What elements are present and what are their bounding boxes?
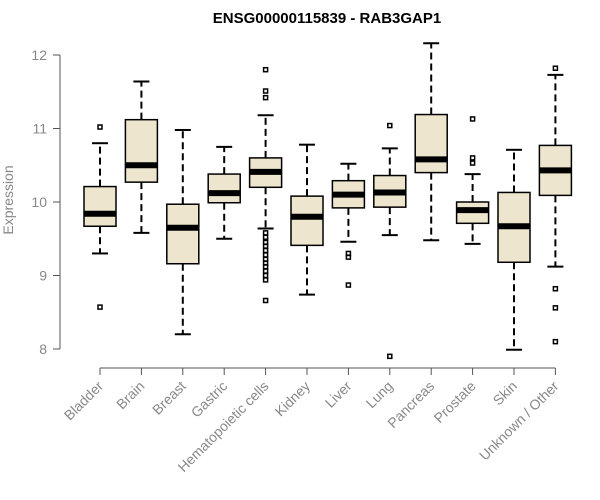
outlier-point [262, 297, 269, 304]
box-iqr [414, 113, 448, 174]
outlier-point [262, 243, 269, 249]
outlier-point [262, 94, 269, 101]
box-iqr [83, 185, 117, 228]
x-tick-label: Kidney [272, 378, 314, 420]
outlier-point [262, 277, 269, 283]
y-tick-label: 11 [32, 121, 47, 137]
chart-title: ENSG00000115839 - RAB3GAP1 [213, 10, 441, 27]
outlier-point [262, 252, 269, 258]
box-group [455, 116, 490, 245]
outlier-point [262, 230, 269, 236]
x-tick-label: Brain [113, 378, 147, 412]
outlier-point [262, 268, 269, 274]
x-tick-label: Liver [322, 378, 355, 411]
outlier-point [469, 116, 476, 122]
x-tick-label: Prostate [431, 378, 479, 426]
box-iqr [166, 203, 200, 265]
box-group [497, 148, 531, 351]
outlier-point [97, 124, 103, 130]
outlier-point [345, 254, 352, 260]
y-tick-label: 10 [31, 194, 47, 210]
box-group [207, 145, 241, 240]
outlier-point [469, 160, 476, 166]
box-group [290, 143, 324, 296]
outlier-point [469, 155, 476, 161]
outlier-point [262, 272, 269, 279]
box-iqr [290, 195, 324, 247]
y-axis: 8 9 10 11 12 [31, 47, 61, 357]
x-tick-label: Skin [490, 378, 521, 409]
outlier-point [552, 65, 559, 71]
outlier-point [552, 285, 559, 292]
y-tick-label: 12 [31, 47, 47, 63]
outlier-point [97, 304, 103, 310]
x-tick-label: Lung [363, 378, 396, 411]
box-group [248, 66, 283, 304]
box-group [331, 162, 366, 288]
box-iqr [124, 118, 159, 183]
y-tick-label: 9 [39, 268, 47, 284]
y-axis-label: Expression [0, 165, 16, 234]
x-tick-label: Unknown / Other [476, 378, 562, 464]
outlier-point [387, 353, 393, 360]
box-group [373, 122, 407, 360]
outlier-point [552, 305, 559, 311]
outlier-point [262, 234, 269, 241]
outlier-point [552, 338, 559, 345]
outlier-point [387, 122, 393, 129]
box-group [414, 42, 448, 242]
box-group [166, 128, 200, 336]
plot-area [83, 42, 573, 360]
outlier-point [345, 282, 352, 288]
box-group [538, 65, 573, 345]
outlier-point [262, 263, 269, 270]
x-tick-label: Breast [149, 378, 189, 418]
y-tick-label: 8 [39, 341, 47, 357]
box-iqr [207, 173, 241, 204]
outlier-point [262, 66, 269, 73]
x-tick-label: Bladder [61, 378, 107, 424]
outlier-point [262, 247, 269, 254]
box-group [124, 80, 159, 234]
outlier-point [262, 88, 269, 94]
box-group [83, 124, 117, 310]
